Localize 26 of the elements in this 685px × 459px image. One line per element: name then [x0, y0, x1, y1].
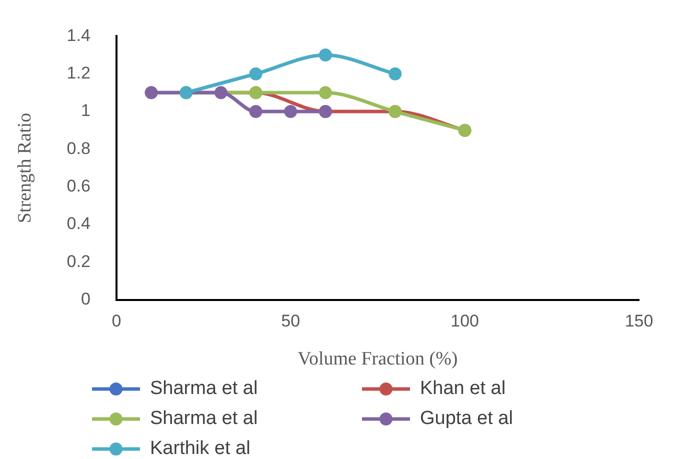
y-tick-label: 0 — [80, 289, 90, 308]
y-tick-label: 0.8 — [66, 138, 90, 158]
y-tick-label: 0.4 — [66, 214, 90, 234]
y-axis-title: Strength Ratio — [14, 112, 36, 224]
x-tick-label: 100 — [450, 312, 479, 331]
x-tick-label: 50 — [281, 312, 300, 331]
y-tick-label: 1.4 — [66, 26, 90, 45]
y-tick-label: 0.2 — [66, 252, 90, 271]
legend-label: Sharma et al — [150, 408, 258, 430]
point — [214, 86, 228, 100]
point — [249, 105, 262, 118]
x-tick-label: 150 — [624, 312, 654, 331]
legend-label: Sharma et al — [150, 378, 258, 400]
point — [249, 67, 262, 80]
x-tick-label: 0 — [112, 312, 122, 331]
point — [318, 86, 332, 100]
x-axis-title: Volume Fraction (%) — [298, 348, 458, 370]
point — [284, 105, 298, 118]
y-tick-label: 1.2 — [66, 64, 90, 83]
point — [318, 48, 332, 62]
legend-label: Karthik et al — [150, 438, 250, 459]
point — [388, 67, 402, 80]
legend-label: Khan et al — [420, 378, 506, 400]
y-tick-label: 1 — [80, 101, 90, 120]
y-tick-label: 0.6 — [66, 176, 90, 196]
legend-label: Gupta et al — [420, 408, 513, 430]
